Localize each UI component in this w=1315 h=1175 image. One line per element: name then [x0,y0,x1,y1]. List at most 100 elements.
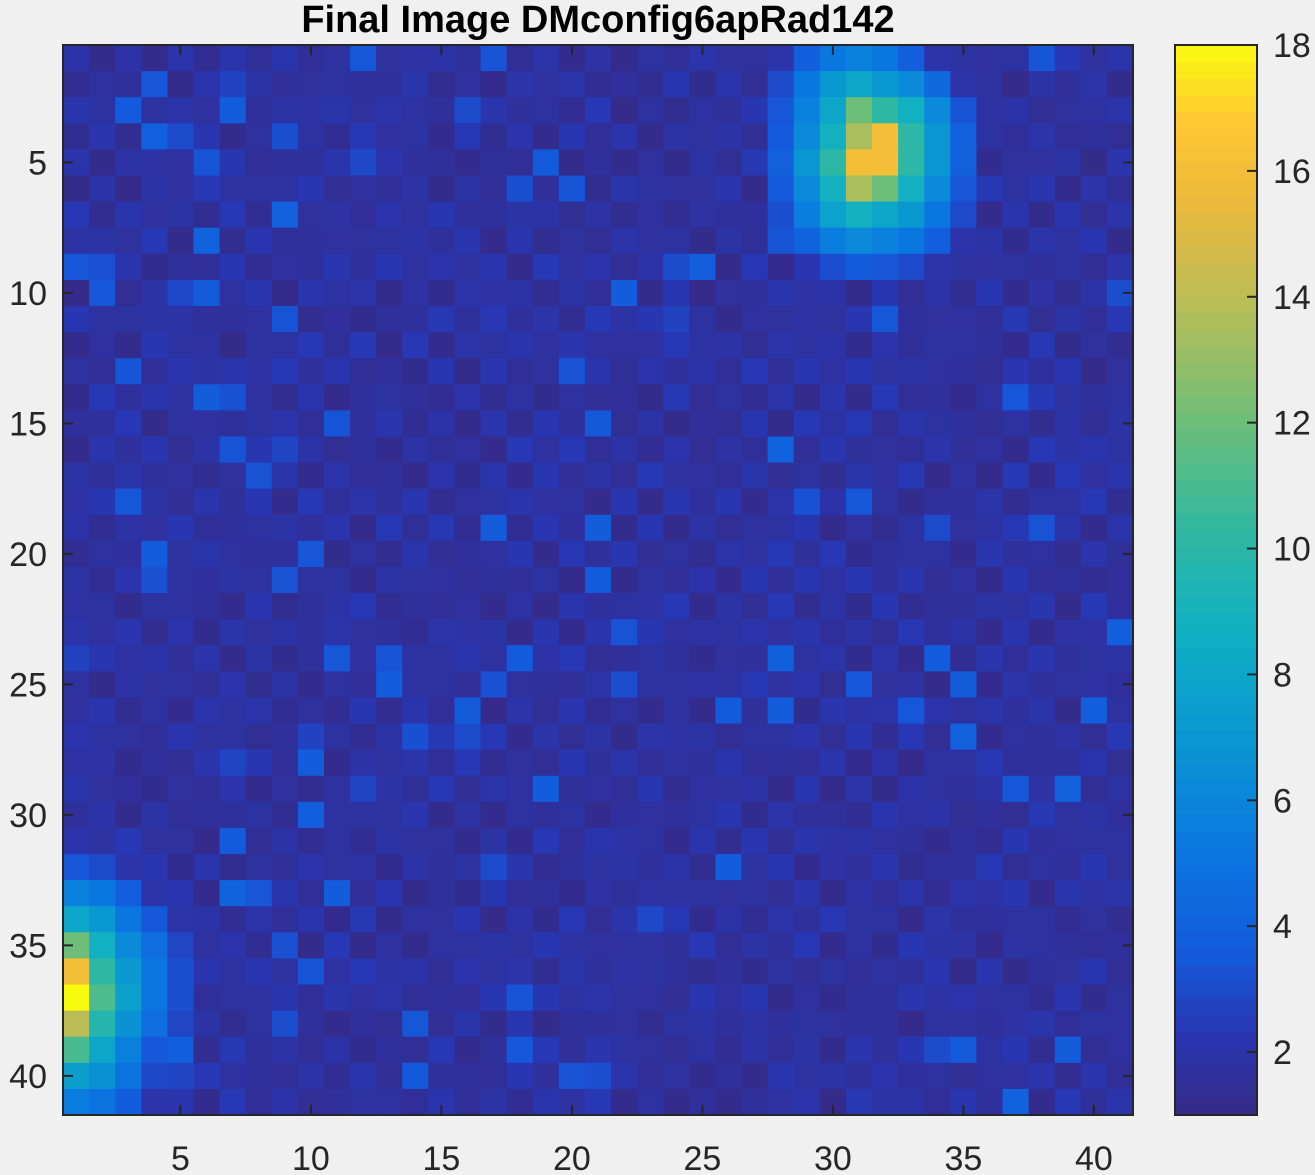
heatmap-cell [950,958,978,986]
x-tick-label: 10 [292,1140,330,1175]
heatmap-cell [584,71,612,98]
heatmap-cell [454,593,482,620]
heatmap-cell [323,436,351,464]
heatmap-cell [167,436,195,464]
heatmap-cell [323,1062,351,1090]
heatmap-cell [1028,932,1056,960]
heatmap-cell [167,827,195,855]
heatmap-cell [63,227,90,255]
heatmap-cell [898,436,925,464]
heatmap-cell [115,488,142,516]
heatmap-cell [428,358,456,385]
heatmap-cell [141,958,168,986]
heatmap-cell [115,775,142,803]
heatmap-cell [663,1088,690,1116]
heatmap-cell [611,149,638,177]
heatmap-cell [115,201,142,229]
heatmap-cell [611,410,638,438]
heatmap-cell [219,854,247,881]
heatmap-cell [1106,723,1134,751]
heatmap-cell [793,332,821,359]
heatmap-cell [793,71,821,98]
heatmap-cell [898,671,925,699]
heatmap-cell [245,279,273,307]
heatmap-cell [1054,880,1082,907]
heatmap-cell [898,149,925,177]
heatmap-cell [1002,854,1030,881]
heatmap-cell [1028,645,1056,672]
heatmap-cell [689,279,717,307]
heatmap-cell [245,514,273,542]
heatmap-cell [558,462,586,490]
heatmap-cell [428,697,456,725]
heatmap-cell [1054,984,1082,1012]
heatmap-cell [1002,279,1030,307]
heatmap-cell [1002,514,1030,542]
heatmap-cell [1054,123,1082,150]
heatmap-cell [845,619,873,646]
heatmap-cell [245,906,273,933]
heatmap-cell [350,723,377,751]
colorbar-segment [1175,462,1257,481]
heatmap-cell [819,436,847,464]
heatmap-cell [506,410,534,438]
heatmap-cell [480,97,508,124]
heatmap-cell [637,227,664,255]
heatmap-cell [819,253,847,281]
heatmap-cell [1028,279,1056,307]
heatmap-cell [454,932,482,960]
heatmap-cell [637,358,664,385]
heatmap-cell [271,384,299,411]
heatmap-cell [506,332,534,359]
heatmap-cell [793,749,821,777]
heatmap-cell [611,71,638,98]
heatmap-cell [141,880,168,907]
heatmap-cell [350,775,377,803]
heatmap-cell [793,775,821,803]
heatmap-cell [793,253,821,281]
heatmap-cell [402,697,429,725]
heatmap-cell [219,1036,247,1064]
heatmap-cell [350,436,377,464]
heatmap-cell [558,227,586,255]
colorbar-segment [1175,78,1257,96]
heatmap-cell [663,593,690,620]
heatmap-cell [976,723,1004,751]
heatmap-cell [950,71,978,98]
heatmap-cell [167,227,195,255]
heatmap-cell [115,227,142,255]
heatmap-cell [872,488,899,516]
heatmap-cell [219,175,247,203]
heatmap-cell [793,801,821,829]
heatmap-cell [480,71,508,98]
heatmap-cell [584,227,612,255]
heatmap-cell [297,645,325,672]
heatmap-cell [663,123,690,150]
heatmap-cell [584,514,612,542]
heatmap-cell [115,97,142,124]
heatmap-cell [819,880,847,907]
heatmap-cell [611,540,638,568]
colorbar-segment [1175,713,1257,732]
heatmap-cell [584,906,612,933]
heatmap-cell [950,305,978,333]
heatmap-cell [898,566,925,594]
heatmap-cell [89,566,116,594]
heatmap-cell [715,801,743,829]
heatmap-cell [637,540,664,568]
heatmap-cell [1002,45,1030,72]
heatmap-cell [428,227,456,255]
heatmap-cell [767,227,795,255]
heatmap-cell [558,540,586,568]
heatmap-cell [115,1062,142,1090]
heatmap-cell [715,566,743,594]
heatmap-cell [950,1062,978,1090]
heatmap-cell [323,619,351,646]
heatmap-cell [663,462,690,490]
heatmap-cell [741,1088,769,1116]
heatmap-cell [845,854,873,881]
heatmap-cell [115,827,142,855]
heatmap-cell [845,906,873,933]
heatmap-cell [845,45,873,72]
heatmap-cell [924,45,951,72]
